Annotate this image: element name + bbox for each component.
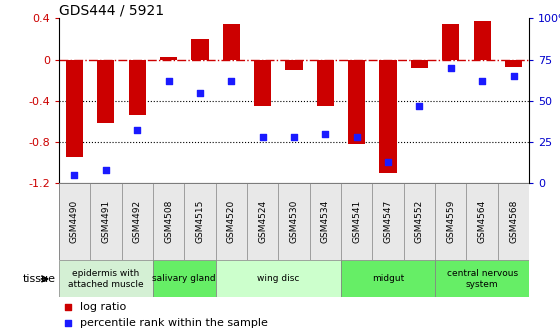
Text: GSM4552: GSM4552: [415, 200, 424, 243]
Text: GSM4547: GSM4547: [384, 200, 393, 243]
Point: [352, 134, 361, 140]
Bar: [59, 260, 153, 297]
Text: GSM4520: GSM4520: [227, 200, 236, 243]
Bar: [192, 39, 208, 60]
Point: [321, 131, 330, 136]
Bar: [505, 60, 522, 67]
Point: [290, 134, 298, 140]
Point: [509, 74, 518, 79]
Text: GSM4490: GSM4490: [70, 200, 79, 243]
Bar: [341, 260, 435, 297]
Bar: [411, 60, 428, 68]
Point: [478, 78, 487, 84]
Point: [101, 167, 110, 173]
Text: GSM4568: GSM4568: [509, 200, 518, 244]
Text: GSM4534: GSM4534: [321, 200, 330, 243]
Bar: [129, 60, 146, 115]
Point: [384, 159, 393, 164]
Text: central nervous
system: central nervous system: [446, 269, 518, 289]
Bar: [160, 56, 177, 60]
Text: GSM4524: GSM4524: [258, 200, 267, 243]
Text: GSM4508: GSM4508: [164, 200, 173, 244]
Text: GSM4559: GSM4559: [446, 200, 455, 244]
Bar: [474, 20, 491, 60]
Bar: [380, 60, 396, 173]
Text: log ratio: log ratio: [80, 302, 126, 312]
Point: [64, 305, 73, 310]
Point: [64, 320, 73, 325]
Bar: [442, 24, 459, 60]
Bar: [223, 24, 240, 60]
Bar: [66, 60, 83, 157]
Point: [133, 128, 142, 133]
Bar: [97, 60, 114, 123]
Text: tissue: tissue: [23, 274, 56, 284]
Text: wing disc: wing disc: [257, 275, 300, 283]
Bar: [216, 260, 341, 297]
Text: GSM4515: GSM4515: [195, 200, 204, 244]
Bar: [286, 60, 302, 70]
Bar: [348, 60, 365, 144]
Text: GSM4541: GSM4541: [352, 200, 361, 243]
Text: GDS444 / 5921: GDS444 / 5921: [59, 3, 164, 17]
Point: [227, 78, 236, 84]
Text: salivary gland: salivary gland: [152, 275, 216, 283]
Text: GSM4491: GSM4491: [101, 200, 110, 243]
Bar: [435, 260, 529, 297]
Bar: [317, 60, 334, 106]
Bar: [254, 60, 271, 106]
Text: epidermis with
attached muscle: epidermis with attached muscle: [68, 269, 144, 289]
Text: midgut: midgut: [372, 275, 404, 283]
Text: GSM4492: GSM4492: [133, 200, 142, 243]
Text: percentile rank within the sample: percentile rank within the sample: [80, 318, 268, 328]
Text: GSM4530: GSM4530: [290, 200, 298, 244]
Point: [415, 103, 424, 109]
Point: [446, 65, 455, 71]
Point: [164, 78, 173, 84]
Point: [258, 134, 267, 140]
Text: GSM4564: GSM4564: [478, 200, 487, 243]
Bar: [153, 260, 216, 297]
Point: [195, 90, 204, 95]
Point: [70, 172, 79, 178]
